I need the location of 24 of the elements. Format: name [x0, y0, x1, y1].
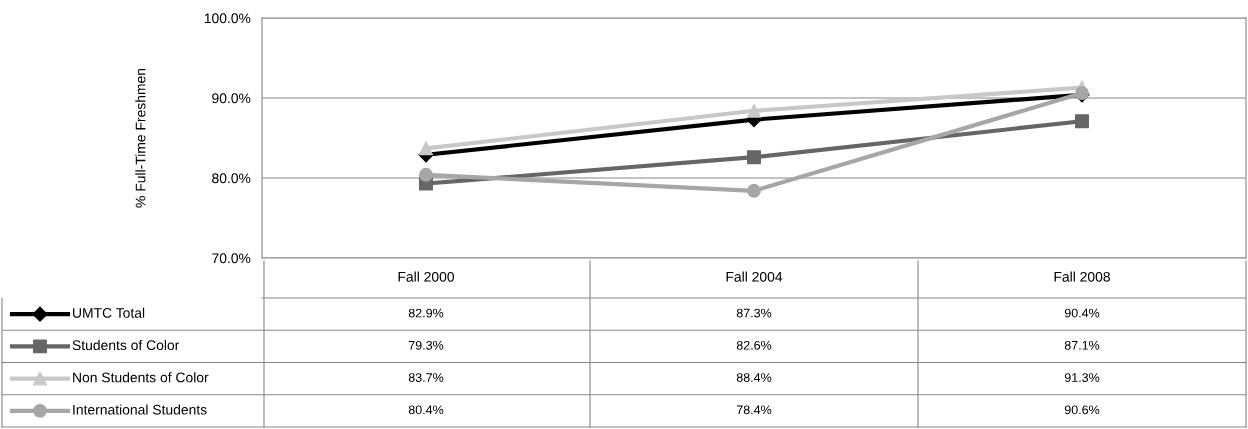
legend-label: International Students: [73, 404, 207, 415]
data-label: 90.4%: [1064, 308, 1100, 318]
y-tick-label: 70.0%: [212, 253, 251, 264]
y-tick-label: 90.0%: [212, 93, 251, 104]
y-tick-label: 80.0%: [212, 173, 251, 184]
legend-label: Students of Color: [72, 339, 180, 351]
data-label: 83.7%: [408, 373, 444, 382]
data-label: 80.4%: [408, 405, 444, 415]
legend-label: Non Students of Color: [73, 372, 209, 383]
data-label: 82.9%: [408, 308, 444, 318]
x-tick-label: Fall 2004: [726, 271, 783, 282]
data-label: 90.6%: [1064, 405, 1100, 415]
data-label: 79.3%: [408, 340, 444, 350]
x-tick-label: Fall 2000: [398, 271, 455, 282]
data-label: 82.6%: [736, 340, 772, 350]
data-label: 91.3%: [1064, 373, 1100, 382]
y-axis-title: % Full-Time Freshmen: [135, 68, 146, 208]
data-label: 78.4%: [736, 405, 772, 415]
y-tick-label: 100.0%: [204, 13, 251, 24]
x-tick-label: Fall 2008: [1054, 271, 1110, 282]
data-label: 88.4%: [736, 373, 772, 382]
legend-label: UMTC Total: [73, 307, 145, 318]
data-label: 87.3%: [736, 308, 772, 318]
data-label: 87.1%: [1064, 340, 1100, 350]
